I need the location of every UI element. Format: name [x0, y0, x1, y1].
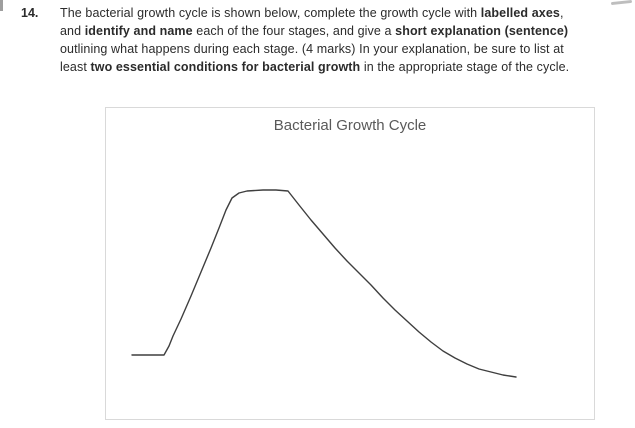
chart-title: Bacterial Growth Cycle	[273, 117, 427, 134]
question-line: The bacterial growth cycle is shown belo…	[60, 6, 564, 20]
question-line: outlining what happens during each stage…	[60, 42, 564, 56]
scan-artifact-top-left	[0, 0, 3, 11]
question-number: 14.	[21, 6, 39, 20]
growth-curve-path	[131, 189, 517, 378]
growth-cycle-chart: Bacterial Growth Cycle	[105, 107, 595, 420]
question-text: The bacterial growth cycle is shown belo…	[60, 4, 569, 76]
growth-curve-plot	[131, 189, 517, 378]
question-line: least two essential conditions for bacte…	[60, 60, 570, 74]
question-line: and identify and name each of the four s…	[60, 24, 569, 38]
scan-artifact-top-right	[610, 0, 633, 6]
